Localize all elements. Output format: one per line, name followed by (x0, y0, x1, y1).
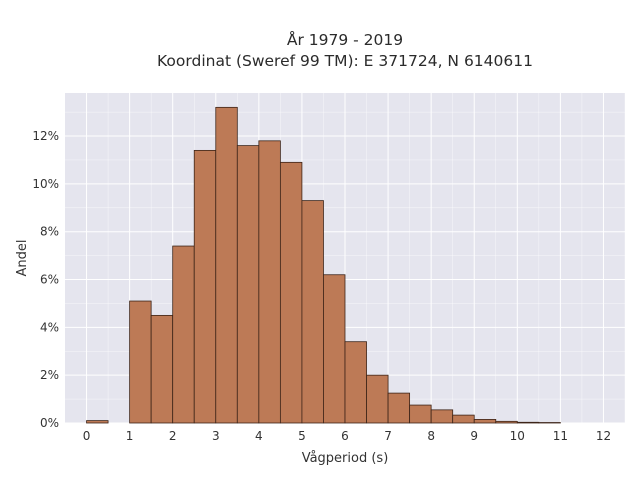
histogram-bar (344, 341, 367, 424)
y-axis-ticks: 0% 2% 4% 6% 8% 10% 12% (32, 129, 59, 430)
x-axis-ticks: 0 1 2 3 4 5 6 7 8 9 10 11 12 (83, 429, 611, 443)
x-tick-label: 8 (427, 429, 435, 443)
x-tick-label: 1 (126, 429, 134, 443)
x-tick-label: 12 (596, 429, 611, 443)
histogram-bar (301, 200, 324, 424)
histogram-bar (366, 374, 389, 424)
histogram-bar (495, 420, 518, 424)
y-tick-label: 2% (40, 368, 59, 382)
x-tick-label: 10 (510, 429, 525, 443)
x-tick-label: 3 (212, 429, 220, 443)
x-tick-label: 7 (384, 429, 392, 443)
y-tick-label: 10% (32, 177, 59, 191)
x-tick-label: 2 (169, 429, 177, 443)
histogram-bar (193, 149, 217, 424)
chart-title: År 1979 - 2019 Koordinat (Sweref 99 TM):… (157, 30, 533, 70)
histogram-bar (215, 106, 238, 424)
x-tick-label: 9 (470, 429, 478, 443)
x-tick-label: 6 (341, 429, 349, 443)
x-tick-label: 5 (298, 429, 306, 443)
histogram-bar (473, 419, 497, 424)
y-tick-label: 4% (40, 320, 59, 334)
histogram-bar (323, 274, 346, 424)
x-tick-label: 4 (255, 429, 263, 443)
x-tick-label: 0 (83, 429, 91, 443)
x-tick-label: 11 (553, 429, 568, 443)
chart-title-line-1: År 1979 - 2019 (287, 30, 403, 49)
histogram-bar (452, 414, 475, 424)
y-tick-label: 6% (40, 273, 59, 287)
histogram-bar (236, 145, 260, 424)
histogram-bar (409, 404, 432, 424)
histogram-bar (430, 409, 454, 424)
y-tick-label: 0% (40, 416, 59, 430)
histogram-bar (172, 245, 195, 424)
y-tick-label: 8% (40, 225, 59, 239)
histogram-bar (129, 300, 152, 424)
x-axis-label: Vågperiod (s) (302, 451, 389, 466)
histogram-bar (387, 392, 411, 424)
y-tick-label: 12% (32, 129, 59, 143)
histogram-bar (279, 161, 303, 424)
chart-title-line-2: Koordinat (Sweref 99 TM): E 371724, N 61… (157, 52, 533, 70)
histogram-bars (86, 106, 561, 424)
histogram-bar (150, 314, 174, 424)
histogram-bar (86, 420, 109, 424)
histogram-bar (258, 140, 281, 424)
histogram-bar (516, 421, 540, 424)
y-axis-label: Andel (15, 240, 30, 277)
